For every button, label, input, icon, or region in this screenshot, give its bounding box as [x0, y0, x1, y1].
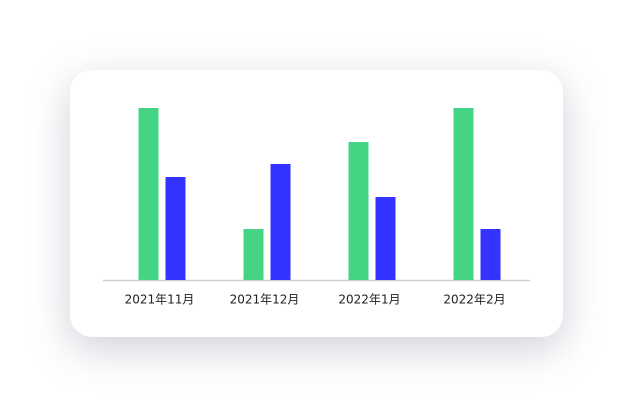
x-tick-label: 2021年12月 — [230, 293, 300, 307]
bar — [165, 177, 186, 280]
bar — [348, 142, 369, 280]
x-tick-label: 2022年2月 — [443, 293, 505, 307]
x-tick-label: 2022年1月 — [338, 293, 400, 307]
bar — [453, 108, 474, 280]
bar — [270, 164, 291, 280]
bar — [138, 108, 159, 280]
x-tick-label: 2021年11月 — [125, 293, 195, 307]
bar — [243, 229, 264, 280]
bar — [480, 229, 501, 280]
bar — [375, 197, 396, 280]
